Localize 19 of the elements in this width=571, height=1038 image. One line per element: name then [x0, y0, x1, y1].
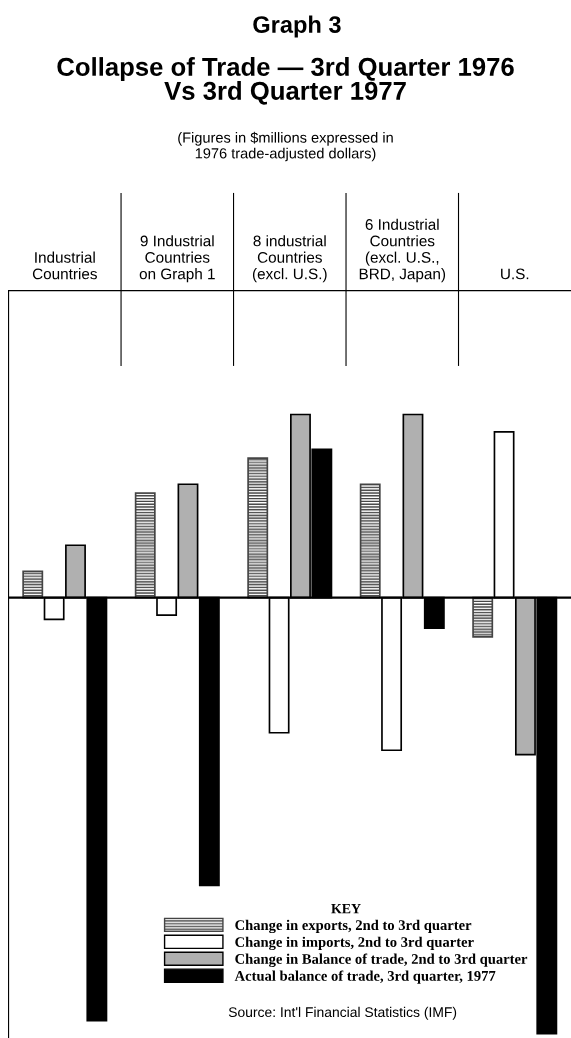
x-tick-label: 9 Industrial Countries on Graph 1 — [139, 235, 215, 283]
x-tick-label: Industrial Countries — [32, 251, 97, 280]
legend-label: Actual balance of trade, 3rd quarter, 1977 — [234, 970, 496, 984]
bar — [472, 596, 494, 638]
chart-subtitle: Collapse of Trade — 3rd Quarter 1976 Vs 3rd Quarter 1977 — [57, 57, 514, 105]
text: (Figures in $millions expressed in 1976 trade-adjusted dollars) — [178, 131, 393, 162]
x-tick-label: 6 Industrial Countries (excl. U.S., BRD, Japan) — [359, 218, 446, 283]
legend-label: Change in imports, 2nd to 3rd quarter — [235, 936, 474, 951]
annotation: Source: Int'l Financial Statistics (IMF) — [228, 1006, 457, 1020]
legend-label: Change in Balance of trade, 2nd to 3rd quarter — [235, 953, 528, 967]
x-tick-label: U.S. — [501, 268, 529, 280]
legend-label: Change in exports, 2nd to 3rd quarter — [235, 919, 472, 934]
chart-title: Graph 3 — [253, 15, 341, 38]
x-tick-label: 8 industrial Countries (excl. U.S.) — [252, 235, 327, 283]
legend-title: KEY — [331, 904, 361, 914]
bar — [359, 483, 381, 599]
bar — [134, 492, 156, 599]
bar — [247, 457, 269, 599]
bar — [22, 570, 44, 599]
